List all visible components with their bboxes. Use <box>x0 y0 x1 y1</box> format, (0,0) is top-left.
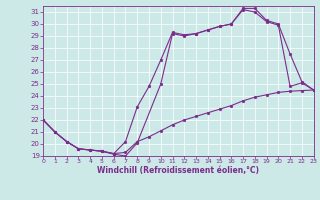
X-axis label: Windchill (Refroidissement éolien,°C): Windchill (Refroidissement éolien,°C) <box>97 166 260 175</box>
